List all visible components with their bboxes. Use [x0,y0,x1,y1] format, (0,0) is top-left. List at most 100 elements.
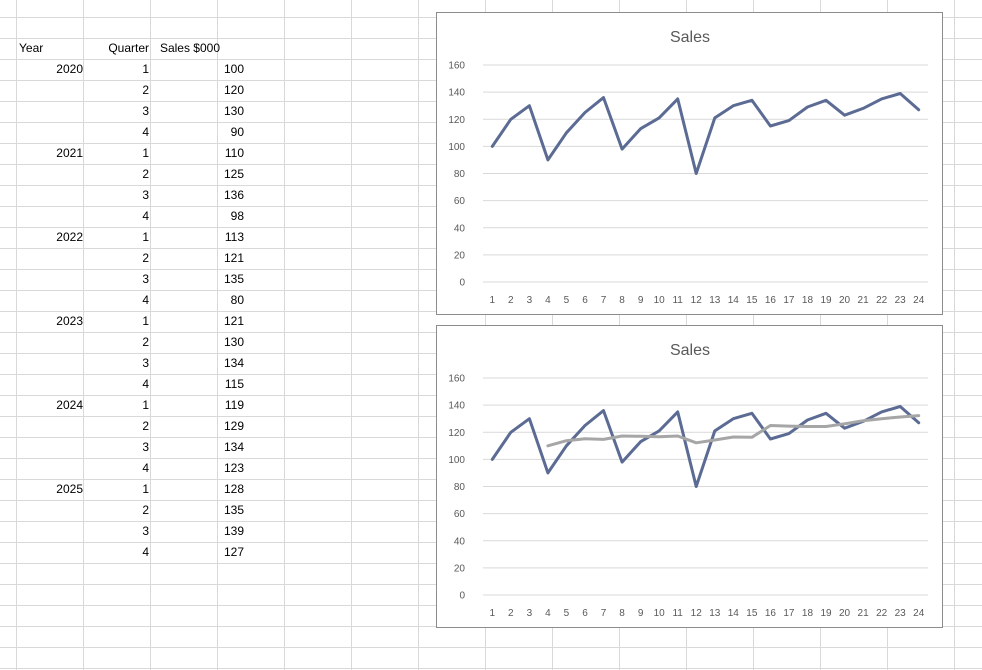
cell-quarter[interactable]: 4 [142,293,149,307]
cell-quarter[interactable]: 2 [142,419,149,433]
cell-quarter[interactable]: 2 [142,251,149,265]
cell-year[interactable] [17,332,83,353]
cell-sales[interactable]: 120 [223,83,244,97]
x-tick-label: 20 [839,608,851,619]
cell-year[interactable] [17,290,83,311]
chart-title: Sales [670,342,710,359]
cell-year[interactable] [17,521,83,542]
header-quarter[interactable]: Quarter [108,41,149,55]
cell-year[interactable]: 2020 [56,62,83,76]
cell-sales[interactable]: 128 [223,482,244,496]
header-year[interactable]: Year [19,41,44,55]
cell-year[interactable]: 2021 [56,146,83,160]
cell-quarter[interactable]: 1 [142,146,149,160]
cell-sales[interactable]: 130 [223,104,244,118]
cell-quarter[interactable]: 1 [142,482,149,496]
cell-sales[interactable]: 98 [230,209,244,223]
cell-sales[interactable]: 100 [223,62,244,76]
sales-moving-average-chart[interactable]: Sales 0 20 40 60 80 100 120 140 160 1 2 3 4 5 6 7 8 9 10 11 1… [436,325,943,628]
cell-year[interactable] [17,500,83,521]
y-tick-label: 80 [454,169,466,180]
cell-sales[interactable]: 130 [223,335,244,349]
cell-year[interactable] [17,416,83,437]
x-tick-label: 19 [820,608,832,619]
cell-sales[interactable]: 121 [223,251,244,265]
cell-sales[interactable]: 113 [224,230,244,244]
cell-quarter[interactable]: 3 [142,104,149,118]
cell-year[interactable]: 2023 [56,314,83,328]
x-tick-label: 1 [489,295,495,306]
cell-quarter[interactable]: 2 [142,335,149,349]
cell-sales[interactable]: 123 [223,461,244,475]
cell-quarter[interactable]: 3 [142,188,149,202]
x-tick-label: 17 [783,295,795,306]
x-tick-label: 11 [672,608,683,619]
cell-quarter[interactable]: 1 [142,398,149,412]
cell-sales[interactable]: 121 [223,314,244,328]
y-tick-label: 140 [448,88,465,99]
x-tick-label: 6 [582,295,588,306]
y-tick-label: 40 [454,223,466,234]
cell-year[interactable] [17,185,83,206]
y-tick-label: 120 [448,115,465,126]
cell-quarter[interactable]: 1 [142,230,149,244]
cell-sales[interactable]: 134 [223,356,244,370]
cell-year[interactable] [17,164,83,185]
cell-year[interactable] [17,122,83,143]
x-tick-label: 12 [691,295,703,306]
cell-quarter[interactable]: 1 [142,62,149,76]
cell-quarter[interactable]: 4 [142,377,149,391]
cell-sales[interactable]: 127 [223,545,244,559]
cell-year[interactable] [17,458,83,479]
cell-sales[interactable]: 129 [223,419,244,433]
cell-sales[interactable]: 115 [224,377,244,391]
cell-sales[interactable]: 90 [230,125,244,139]
cell-sales[interactable]: 135 [223,503,244,517]
cell-year[interactable] [17,269,83,290]
cell-sales[interactable]: 136 [223,188,244,202]
x-tick-label: 14 [728,295,740,306]
cell-year[interactable] [17,542,83,563]
cell-quarter[interactable]: 3 [142,356,149,370]
x-tick-label: 23 [895,608,907,619]
cell-quarter[interactable]: 4 [142,461,149,475]
cell-year[interactable] [17,437,83,458]
cell-sales[interactable]: 80 [230,293,244,307]
cell-year[interactable] [17,101,83,122]
x-tick-label: 24 [913,608,925,619]
cell-sales[interactable]: 134 [223,440,244,454]
cell-year[interactable] [17,374,83,395]
x-tick-label: 4 [545,608,551,619]
y-tick-label: 0 [459,591,465,602]
cell-sales[interactable]: 139 [223,524,244,538]
x-tick-label: 11 [672,295,683,306]
cell-quarter[interactable]: 4 [142,209,149,223]
cell-year[interactable] [17,206,83,227]
cell-year[interactable]: 2022 [56,230,83,244]
cell-year[interactable] [17,80,83,101]
cell-year[interactable] [17,353,83,374]
cell-sales[interactable]: 125 [223,167,244,181]
cell-quarter[interactable]: 2 [142,83,149,97]
cell-quarter[interactable]: 4 [142,125,149,139]
x-tick-label: 4 [545,295,551,306]
cell-quarter[interactable]: 2 [142,167,149,181]
cell-quarter[interactable]: 3 [142,272,149,286]
header-sales[interactable]: Sales $000 [159,41,220,55]
sales-chart[interactable]: Sales 0 20 40 60 80 100 120 140 160 1 2 3 4 5 6 7 8 9 10 11 1… [436,12,943,315]
cell-quarter[interactable]: 3 [142,440,149,454]
cell-quarter[interactable]: 3 [142,524,149,538]
cell-year[interactable]: 2024 [56,398,83,412]
x-tick-label: 3 [527,608,533,619]
x-tick-label: 22 [876,295,888,306]
cell-sales[interactable]: 135 [223,272,244,286]
x-tick-label: 10 [654,295,666,306]
y-tick-label: 120 [448,428,465,439]
cell-sales[interactable]: 110 [224,146,244,160]
cell-year[interactable] [17,248,83,269]
cell-quarter[interactable]: 1 [142,314,149,328]
cell-sales[interactable]: 119 [224,398,244,412]
cell-quarter[interactable]: 4 [142,545,149,559]
cell-year[interactable]: 2025 [56,482,83,496]
cell-quarter[interactable]: 2 [142,503,149,517]
